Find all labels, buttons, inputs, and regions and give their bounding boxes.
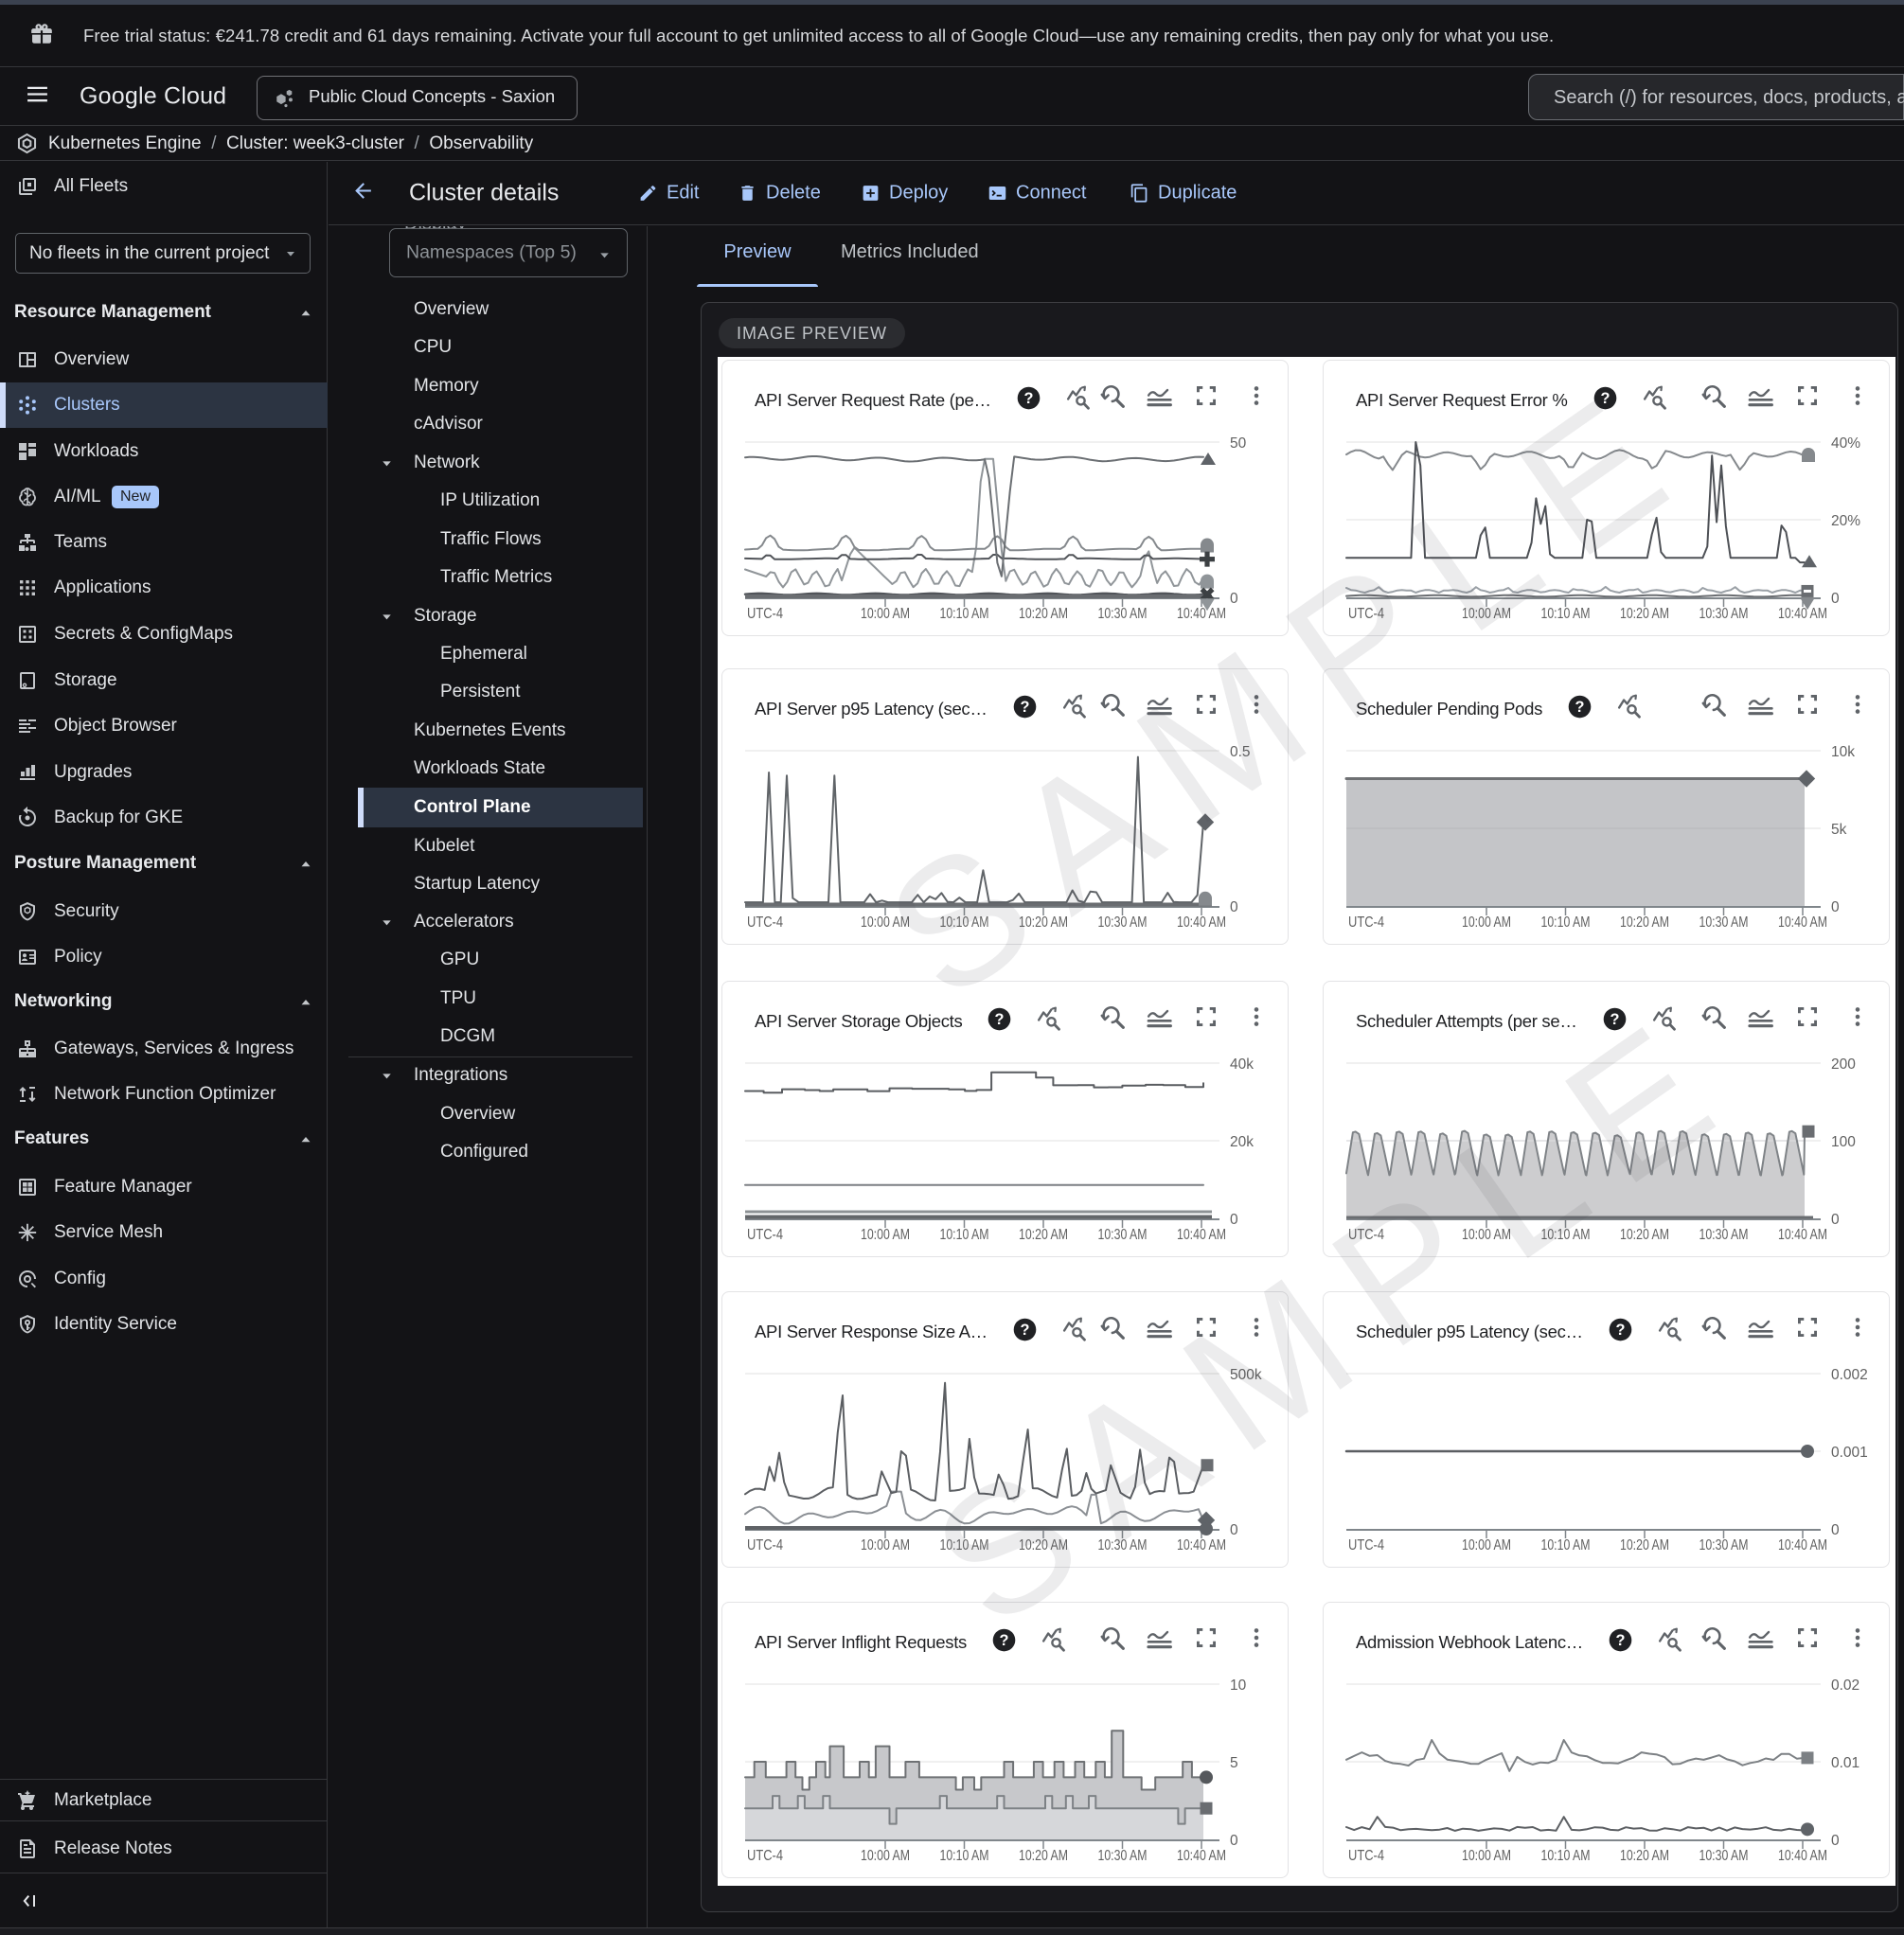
svg-text:10:00 AM: 10:00 AM	[1462, 606, 1511, 622]
svg-text:10:40 AM: 10:40 AM	[1177, 1537, 1226, 1553]
svg-text:10:10 AM: 10:10 AM	[940, 606, 989, 622]
svg-text:10:10 AM: 10:10 AM	[1541, 1848, 1591, 1864]
svg-text:10:10 AM: 10:10 AM	[940, 1227, 989, 1243]
svg-text:0: 0	[1230, 899, 1238, 915]
svg-text:10:30 AM: 10:30 AM	[1098, 1848, 1148, 1864]
svg-text:UTC-4: UTC-4	[1348, 914, 1384, 931]
svg-text:10:20 AM: 10:20 AM	[1019, 1848, 1068, 1864]
svg-text:UTC-4: UTC-4	[747, 1848, 783, 1864]
svg-text:10k: 10k	[1831, 744, 1855, 760]
svg-text:10:00 AM: 10:00 AM	[861, 1537, 910, 1553]
svg-text:0: 0	[1831, 1212, 1840, 1228]
svg-text:UTC-4: UTC-4	[747, 1537, 783, 1553]
svg-text:?: ?	[1020, 699, 1029, 716]
svg-text:10:40 AM: 10:40 AM	[1177, 606, 1226, 622]
svg-text:0: 0	[1831, 591, 1840, 607]
svg-text:10:10 AM: 10:10 AM	[1541, 1227, 1591, 1243]
svg-text:UTC-4: UTC-4	[747, 1227, 783, 1243]
svg-text:0: 0	[1230, 1212, 1238, 1228]
svg-text:0.002: 0.002	[1831, 1367, 1868, 1383]
svg-text:10:20 AM: 10:20 AM	[1620, 1227, 1669, 1243]
svg-text:10:40 AM: 10:40 AM	[1778, 1227, 1827, 1243]
svg-text:100: 100	[1831, 1134, 1856, 1150]
svg-text:?: ?	[1000, 1632, 1009, 1649]
svg-text:10:40 AM: 10:40 AM	[1177, 1227, 1226, 1243]
svg-text:40%: 40%	[1831, 435, 1860, 452]
svg-text:0.01: 0.01	[1831, 1755, 1860, 1771]
svg-text:10:30 AM: 10:30 AM	[1098, 606, 1148, 622]
svg-text:10:10 AM: 10:10 AM	[1541, 606, 1591, 622]
svg-text:10:40 AM: 10:40 AM	[1778, 914, 1827, 931]
svg-text:10:30 AM: 10:30 AM	[1699, 606, 1749, 622]
svg-text:0: 0	[1831, 899, 1840, 915]
svg-text:10:30 AM: 10:30 AM	[1098, 1537, 1148, 1553]
svg-text:?: ?	[1023, 390, 1033, 407]
svg-text:?: ?	[1616, 1632, 1626, 1649]
svg-text:10:40 AM: 10:40 AM	[1177, 1848, 1226, 1864]
svg-text:0.5: 0.5	[1230, 744, 1251, 760]
svg-text:?: ?	[1020, 1322, 1029, 1339]
svg-text:10:10 AM: 10:10 AM	[940, 1537, 989, 1553]
svg-text:10:20 AM: 10:20 AM	[1019, 914, 1068, 931]
svg-text:5k: 5k	[1831, 822, 1847, 838]
svg-text:0.02: 0.02	[1831, 1678, 1860, 1694]
svg-text:500k: 500k	[1230, 1367, 1262, 1383]
svg-text:0: 0	[1831, 1833, 1840, 1849]
svg-text:10:00 AM: 10:00 AM	[861, 1227, 910, 1243]
svg-text:0: 0	[1230, 591, 1238, 607]
svg-text:10:00 AM: 10:00 AM	[1462, 1227, 1511, 1243]
svg-text:10:40 AM: 10:40 AM	[1778, 1848, 1827, 1864]
svg-text:UTC-4: UTC-4	[1348, 1227, 1384, 1243]
svg-text:10:00 AM: 10:00 AM	[861, 606, 910, 622]
svg-text:10:30 AM: 10:30 AM	[1699, 1848, 1749, 1864]
svg-text:200: 200	[1831, 1056, 1856, 1073]
svg-text:UTC-4: UTC-4	[1348, 606, 1384, 622]
svg-text:10:20 AM: 10:20 AM	[1019, 1227, 1068, 1243]
svg-text:0: 0	[1230, 1522, 1238, 1538]
svg-text:10:00 AM: 10:00 AM	[861, 1848, 910, 1864]
svg-text:UTC-4: UTC-4	[747, 914, 783, 931]
svg-text:10:20 AM: 10:20 AM	[1019, 606, 1068, 622]
svg-text:0: 0	[1230, 1833, 1238, 1849]
svg-text:20%: 20%	[1831, 513, 1860, 529]
svg-text:?: ?	[1600, 390, 1610, 407]
svg-text:10:40 AM: 10:40 AM	[1778, 606, 1827, 622]
svg-text:?: ?	[995, 1011, 1005, 1028]
svg-text:10:10 AM: 10:10 AM	[1541, 914, 1591, 931]
svg-text:10:40 AM: 10:40 AM	[1778, 1537, 1827, 1553]
svg-text:10:00 AM: 10:00 AM	[861, 914, 910, 931]
svg-text:10:20 AM: 10:20 AM	[1620, 1537, 1669, 1553]
svg-text:10:10 AM: 10:10 AM	[940, 914, 989, 931]
svg-text:10: 10	[1230, 1678, 1247, 1694]
svg-text:0: 0	[1831, 1522, 1840, 1538]
svg-text:10:30 AM: 10:30 AM	[1098, 914, 1148, 931]
svg-text:10:20 AM: 10:20 AM	[1620, 1848, 1669, 1864]
svg-text:5: 5	[1230, 1755, 1238, 1771]
svg-text:10:30 AM: 10:30 AM	[1699, 914, 1749, 931]
svg-text:10:00 AM: 10:00 AM	[1462, 914, 1511, 931]
svg-text:10:30 AM: 10:30 AM	[1699, 1227, 1749, 1243]
svg-text:10:20 AM: 10:20 AM	[1620, 606, 1669, 622]
svg-text:10:40 AM: 10:40 AM	[1177, 914, 1226, 931]
svg-text:10:30 AM: 10:30 AM	[1699, 1537, 1749, 1553]
svg-text:UTC-4: UTC-4	[747, 606, 783, 622]
svg-text:0.001: 0.001	[1831, 1445, 1868, 1461]
svg-text:10:20 AM: 10:20 AM	[1019, 1537, 1068, 1553]
svg-text:?: ?	[1610, 1011, 1619, 1028]
svg-text:50: 50	[1230, 435, 1247, 452]
svg-text:UTC-4: UTC-4	[1348, 1848, 1384, 1864]
svg-text:10:10 AM: 10:10 AM	[1541, 1537, 1591, 1553]
svg-text:10:10 AM: 10:10 AM	[940, 1848, 989, 1864]
svg-text:40k: 40k	[1230, 1056, 1254, 1073]
svg-text:10:30 AM: 10:30 AM	[1098, 1227, 1148, 1243]
svg-text:?: ?	[1575, 699, 1585, 716]
svg-text:20k: 20k	[1230, 1134, 1254, 1150]
svg-text:UTC-4: UTC-4	[1348, 1537, 1384, 1553]
svg-text:?: ?	[1615, 1322, 1625, 1339]
svg-text:10:00 AM: 10:00 AM	[1462, 1537, 1511, 1553]
svg-text:10:20 AM: 10:20 AM	[1620, 914, 1669, 931]
svg-text:10:00 AM: 10:00 AM	[1462, 1848, 1511, 1864]
